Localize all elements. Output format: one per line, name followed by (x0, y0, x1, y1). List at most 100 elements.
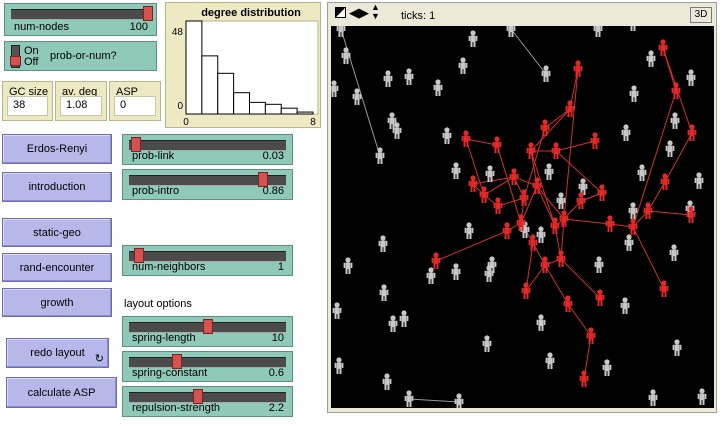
giant-component-person-icon[interactable] (574, 60, 583, 77)
node-person-icon[interactable] (537, 314, 546, 331)
repulsion-strength-slider[interactable]: repulsion-strength 2.2 (122, 386, 293, 417)
giant-component-person-icon[interactable] (598, 184, 607, 201)
giant-component-person-icon[interactable] (527, 142, 536, 159)
node-person-icon[interactable] (649, 389, 658, 406)
calculate-asp-button[interactable]: calculate ASP (6, 377, 117, 408)
slider-handle[interactable] (203, 319, 213, 334)
slider-track[interactable] (11, 9, 150, 20)
node-person-icon[interactable] (465, 222, 474, 239)
slider-label: num-neighbors (132, 261, 205, 273)
node-person-icon[interactable] (376, 147, 385, 164)
node-person-icon[interactable] (579, 178, 588, 195)
node-person-icon[interactable] (335, 357, 344, 374)
introduction-button[interactable]: introduction (2, 172, 112, 202)
node-person-icon[interactable] (542, 65, 551, 82)
num-nodes-slider[interactable]: num-nodes 100 (4, 3, 157, 36)
static-geo-button[interactable]: static-geo (2, 218, 112, 247)
num-neighbors-slider[interactable]: num-neighbors 1 (122, 245, 293, 276)
node-person-icon[interactable] (483, 335, 492, 352)
node-person-icon[interactable] (695, 172, 704, 189)
node-person-icon[interactable] (647, 50, 656, 67)
switch-handle[interactable] (10, 56, 21, 66)
prob-link-slider[interactable]: prob-link 0.03 (122, 134, 293, 165)
node-person-icon[interactable] (545, 163, 554, 180)
node-person-icon[interactable] (603, 359, 612, 376)
node-person-icon[interactable] (443, 127, 452, 144)
node-person-icon[interactable] (546, 352, 555, 369)
node-person-icon[interactable] (621, 297, 630, 314)
growth-button[interactable]: growth (2, 288, 112, 317)
3d-view-button[interactable]: 3D (690, 7, 712, 23)
giant-component-person-icon[interactable] (480, 186, 489, 203)
giant-component-person-icon[interactable] (659, 39, 668, 56)
network-link (633, 227, 664, 289)
giant-component-person-icon[interactable] (591, 132, 600, 149)
giant-component-person-icon[interactable] (494, 197, 503, 214)
giant-component-person-icon[interactable] (552, 142, 561, 159)
node-person-icon[interactable] (537, 226, 546, 243)
arrows-up-down-icon[interactable]: ▲ ▼ (371, 3, 380, 21)
node-person-icon[interactable] (638, 164, 647, 181)
node-person-icon[interactable] (379, 235, 388, 252)
node-person-icon[interactable] (389, 315, 398, 332)
node-person-icon[interactable] (469, 30, 478, 47)
node-person-icon[interactable] (630, 85, 639, 102)
node-person-icon[interactable] (594, 26, 603, 37)
edges-icon[interactable] (335, 7, 346, 18)
spring-constant-slider[interactable]: spring-constant 0.6 (122, 351, 293, 382)
node-person-icon[interactable] (333, 302, 342, 319)
giant-component-person-icon[interactable] (606, 215, 615, 232)
node-person-icon[interactable] (486, 165, 495, 182)
node-person-icon[interactable] (400, 310, 409, 327)
node-person-icon[interactable] (384, 70, 393, 87)
node-person-icon[interactable] (459, 57, 468, 74)
world-canvas[interactable] (331, 26, 714, 408)
redo-layout-button[interactable]: redo layout ↻ (6, 338, 109, 368)
node-person-icon[interactable] (380, 284, 389, 301)
node-person-icon[interactable] (342, 47, 351, 64)
rand-encounter-button[interactable]: rand-encounter (2, 253, 112, 282)
giant-component-person-icon[interactable] (566, 100, 575, 117)
node-person-icon[interactable] (666, 140, 675, 157)
node-person-icon[interactable] (331, 80, 338, 97)
node-person-icon[interactable] (671, 112, 680, 129)
node-person-icon[interactable] (625, 234, 634, 251)
node-person-icon[interactable] (629, 26, 638, 31)
giant-component-person-icon[interactable] (493, 136, 502, 153)
node-person-icon[interactable] (455, 393, 464, 408)
giant-component-person-icon[interactable] (587, 327, 596, 344)
arrows-left-right-icon[interactable]: ◀▶ (349, 5, 369, 21)
node-person-icon[interactable] (595, 256, 604, 273)
node-person-icon[interactable] (452, 263, 461, 280)
giant-component-person-icon[interactable] (462, 130, 471, 147)
node-person-icon[interactable] (337, 26, 346, 37)
erdos-renyi-button[interactable]: Erdos-Renyi (2, 134, 112, 164)
node-person-icon[interactable] (687, 69, 696, 86)
node-person-icon[interactable] (507, 26, 516, 37)
giant-component-person-icon[interactable] (580, 370, 589, 387)
node-person-icon[interactable] (434, 79, 443, 96)
node-person-icon[interactable] (427, 267, 436, 284)
node-person-icon[interactable] (698, 388, 707, 405)
giant-component-person-icon[interactable] (432, 252, 441, 269)
node-person-icon[interactable] (670, 244, 679, 261)
node-person-icon[interactable] (344, 257, 353, 274)
degree-distribution-plot: degree distribution 48 0 0 8 (165, 2, 321, 128)
node-person-icon[interactable] (405, 68, 414, 85)
node-person-icon[interactable] (673, 339, 682, 356)
node-person-icon[interactable] (452, 162, 461, 179)
node-person-icon[interactable] (383, 373, 392, 390)
prob-or-num-switch[interactable]: On Off prob-or-num? (4, 41, 157, 71)
node-person-icon[interactable] (622, 124, 631, 141)
giant-component-person-icon[interactable] (596, 289, 605, 306)
prob-intro-slider[interactable]: prob-intro 0.86 (122, 169, 293, 200)
spring-length-slider[interactable]: spring-length 10 (122, 316, 293, 347)
giant-component-person-icon[interactable] (557, 250, 566, 267)
giant-component-person-icon[interactable] (503, 222, 512, 239)
node-person-icon[interactable] (405, 390, 414, 407)
giant-component-person-icon[interactable] (541, 119, 550, 136)
slider-handle[interactable] (143, 6, 153, 21)
giant-component-person-icon[interactable] (469, 175, 478, 192)
giant-component-person-icon[interactable] (522, 282, 531, 299)
node-person-icon[interactable] (557, 192, 566, 209)
